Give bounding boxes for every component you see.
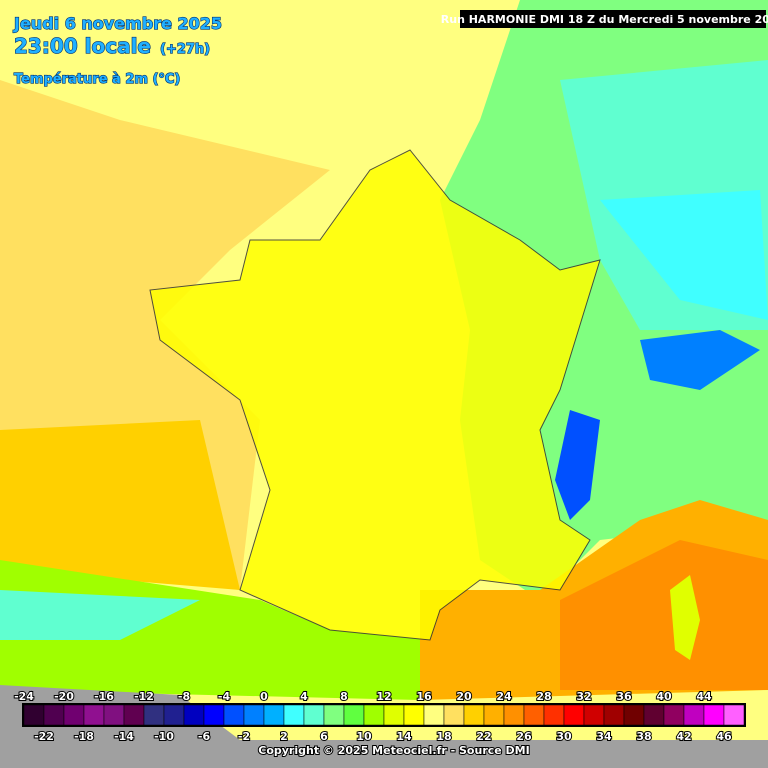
legend-swatch (603, 704, 625, 726)
run-box (460, 10, 766, 28)
legend-swatch (83, 704, 105, 726)
legend-label-bottom: -14 (114, 730, 134, 743)
alps-north (640, 330, 760, 390)
legend-swatch (203, 704, 225, 726)
legend-label-top: -12 (134, 690, 154, 703)
legend-swatch (243, 704, 265, 726)
legend-label-bottom: -22 (34, 730, 54, 743)
legend-swatch (43, 704, 65, 726)
legend-swatch (523, 704, 545, 726)
legend-label-top: 24 (496, 690, 512, 703)
spain-north (0, 560, 430, 700)
legend-label-top: 4 (300, 690, 308, 703)
legend-swatch (363, 704, 385, 726)
legend-swatch (683, 704, 705, 726)
legend-label-bottom: 22 (476, 730, 491, 743)
lead-time: (+27h) (160, 42, 210, 57)
legend-label-bottom: 42 (676, 730, 691, 743)
legend-swatch (323, 704, 345, 726)
legend-label-top: -20 (54, 690, 74, 703)
legend-swatch (223, 704, 245, 726)
legend-swatch (403, 704, 425, 726)
france (149, 149, 601, 641)
legend-label-bottom: 46 (716, 730, 732, 743)
run-info: Run HARMONIE DMI 18 Z du Mercredi 5 nove… (441, 13, 768, 26)
legend-swatch (103, 704, 125, 726)
legend-label-top: 8 (340, 690, 348, 703)
legend-label-top: 36 (616, 690, 632, 703)
legend-label-bottom: 30 (556, 730, 572, 743)
legend-swatch (723, 704, 745, 726)
legend-swatch (163, 704, 185, 726)
legend-label-top: 12 (376, 690, 391, 703)
legend-label-bottom: -6 (198, 730, 211, 743)
biscay (0, 420, 240, 590)
legend-label-top: 16 (416, 690, 432, 703)
legend-label-bottom: 2 (280, 730, 288, 743)
legend-label-bottom: -2 (238, 730, 250, 743)
copyright: Copyright © 2025 Meteociel.fr - Source D… (258, 744, 529, 757)
legend-swatch (543, 704, 565, 726)
legend-swatch (663, 704, 685, 726)
legend-swatch (583, 704, 605, 726)
time: 23:00 locale (14, 34, 151, 58)
legend-swatch (483, 704, 505, 726)
legend-swatch (303, 704, 325, 726)
legend-label-top: -16 (94, 690, 114, 703)
legend-label-bottom: 10 (356, 730, 372, 743)
legend-label-top: 28 (536, 690, 551, 703)
variable: Température à 2m (°C) (14, 72, 180, 87)
legend-label-bottom: -18 (74, 730, 94, 743)
legend-swatch (563, 704, 585, 726)
legend-label-top: 20 (456, 690, 472, 703)
legend-label-top: 32 (576, 690, 591, 703)
legend-swatch (343, 704, 365, 726)
legend-label-top: 0 (260, 690, 268, 703)
legend-label-top: -24 (14, 690, 34, 703)
germany-cold (600, 190, 768, 320)
legend-label-bottom: 38 (636, 730, 651, 743)
legend-swatch (643, 704, 665, 726)
legend-swatch (123, 704, 145, 726)
legend-swatch (263, 704, 285, 726)
date: Jeudi 6 novembre 2025 (13, 14, 222, 33)
legend-swatch (63, 704, 85, 726)
legend-label-bottom: 18 (436, 730, 451, 743)
legend-swatch (463, 704, 485, 726)
corsica (670, 575, 700, 660)
legend: -24 -20 -16 -12 -8 -4 0 4 8 12 16 20 24 28 32 36 40 44-22… (13, 689, 745, 744)
legend-label-bottom: 26 (516, 730, 532, 743)
legend-label-top: -8 (178, 690, 190, 703)
legend-label-top: -4 (218, 690, 231, 703)
legend-swatch (703, 704, 725, 726)
legend-swatch (623, 704, 645, 726)
alps-west (555, 410, 600, 520)
legend-label-bottom: 34 (596, 730, 612, 743)
cantabria (0, 590, 200, 640)
legend-swatch (183, 704, 205, 726)
legend-label-top: 44 (696, 690, 712, 703)
mediterranean-warm (560, 540, 768, 690)
legend-swatch (443, 704, 465, 726)
legend-swatch (503, 704, 525, 726)
legend-swatch (143, 704, 165, 726)
legend-swatch (23, 704, 45, 726)
legend-swatch (423, 704, 445, 726)
legend-swatch (383, 704, 405, 726)
legend-label-top: 40 (656, 690, 672, 703)
legend-label-bottom: -10 (154, 730, 174, 743)
legend-label-bottom: 6 (320, 730, 328, 743)
legend-swatch (283, 704, 305, 726)
legend-label-bottom: 14 (396, 730, 412, 743)
